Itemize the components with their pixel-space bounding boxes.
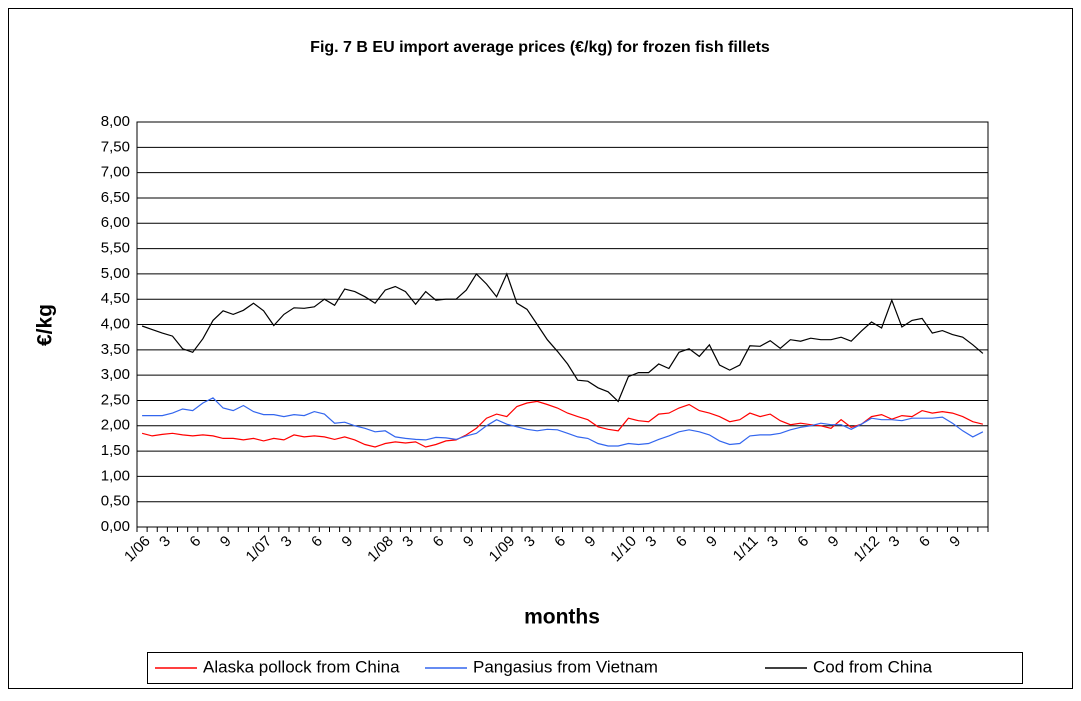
y-tick-label: 7,00 <box>101 164 130 181</box>
y-tick-label: 6,00 <box>101 214 130 231</box>
legend-label: Alaska pollock from China <box>203 657 400 676</box>
y-tick-label: 2,50 <box>101 391 130 408</box>
y-tick-label: 8,00 <box>101 113 130 130</box>
y-tick-label: 2,00 <box>101 417 130 434</box>
y-tick-label: 3,50 <box>101 341 130 358</box>
y-tick-label: 1,00 <box>101 467 130 484</box>
y-tick-label: 4,00 <box>101 315 130 332</box>
series-line <box>142 397 984 447</box>
y-tick-label: 6,50 <box>101 189 130 206</box>
series-line <box>141 272 984 403</box>
legend-label: Pangasius from Vietnam <box>473 657 658 676</box>
y-tick-label: 5,00 <box>101 265 130 282</box>
y-tick-label: 1,50 <box>101 442 130 459</box>
legend <box>147 652 1023 684</box>
x-axis-label: months <box>524 606 600 629</box>
y-tick-label: 4,50 <box>101 290 130 307</box>
legend-label: Cod from China <box>813 657 933 676</box>
y-tick-label: 7,50 <box>101 138 130 155</box>
y-tick-label: 5,50 <box>101 240 130 257</box>
chart-title: Fig. 7 B EU import average prices (€/kg)… <box>310 39 770 56</box>
series-line <box>141 400 984 448</box>
y-tick-label: 0,00 <box>101 518 130 535</box>
y-tick-label: 0,50 <box>101 493 130 510</box>
y-tick-label: 3,00 <box>101 366 130 383</box>
y-axis-label: €/kg <box>34 304 57 346</box>
